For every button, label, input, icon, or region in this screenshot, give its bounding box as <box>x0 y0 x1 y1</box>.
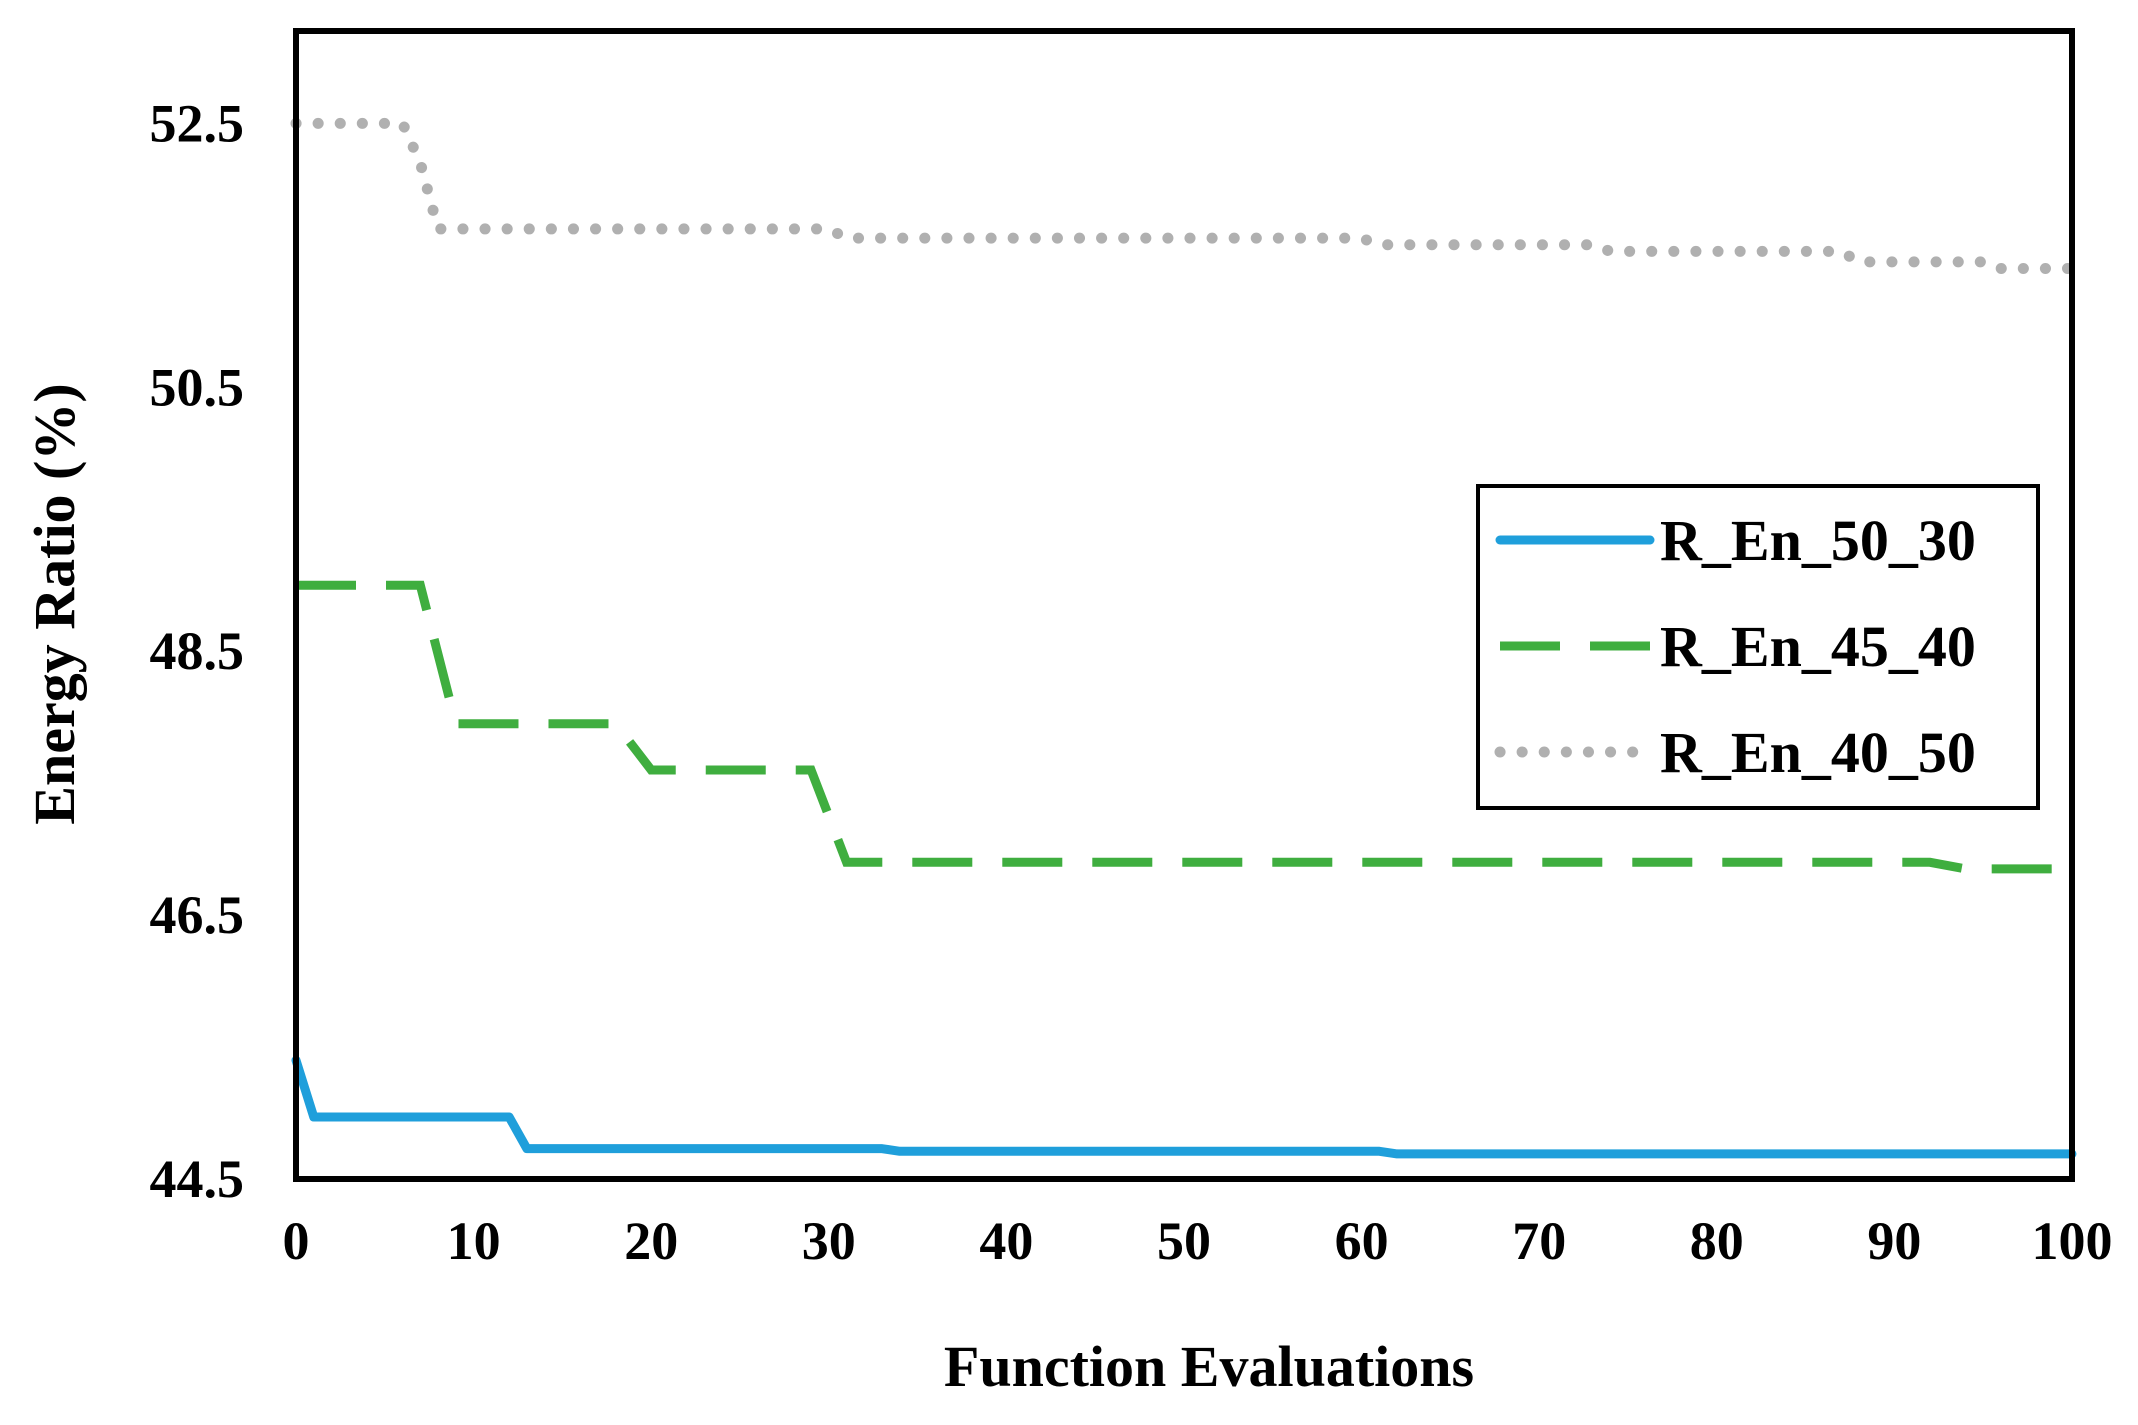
x-tick-label: 80 <box>1690 1211 1744 1271</box>
series-line-r-en-45-40 <box>296 580 2072 874</box>
x-axis-title: Function Evaluations <box>944 1334 1474 1399</box>
legend-label-r-en-50-30: R_En_50_30 <box>1660 508 1976 573</box>
x-tick-label: 100 <box>2032 1211 2113 1271</box>
plot-frame <box>293 28 2075 1182</box>
y-axis: 44.5 46.5 48.5 50.5 52.5 <box>150 93 245 1209</box>
y-tick-label: 48.5 <box>150 621 245 681</box>
y-tick-label: 52.5 <box>150 93 245 153</box>
x-tick-label: 30 <box>802 1211 856 1271</box>
x-axis: 0 10 20 30 40 50 60 70 80 90 100 <box>283 1211 2113 1271</box>
legend: R_En_50_30 R_En_45_40 R_En_40_50 <box>1476 484 2040 810</box>
x-tick-label: 40 <box>979 1211 1033 1271</box>
series-line-r-en-40-50 <box>290 117 2078 275</box>
y-tick-label: 46.5 <box>150 885 245 945</box>
y-tick-label: 44.5 <box>150 1149 245 1209</box>
legend-label-r-en-40-50: R_En_40_50 <box>1660 720 1976 785</box>
series-line-r-en-50-30 <box>291 1055 2077 1159</box>
x-tick-label: 90 <box>1867 1211 1921 1271</box>
x-tick-label: 10 <box>447 1211 501 1271</box>
x-tick-label: 50 <box>1157 1211 1211 1271</box>
x-tick-label: 0 <box>283 1211 310 1271</box>
legend-label-r-en-45-40: R_En_45_40 <box>1660 614 1976 679</box>
y-tick-label: 50.5 <box>150 357 245 417</box>
y-axis-title: Energy Ratio (%) <box>22 383 87 824</box>
x-tick-label: 70 <box>1512 1211 1566 1271</box>
x-tick-label: 60 <box>1335 1211 1389 1271</box>
x-tick-label: 20 <box>624 1211 678 1271</box>
plot-lines <box>290 117 2078 1159</box>
